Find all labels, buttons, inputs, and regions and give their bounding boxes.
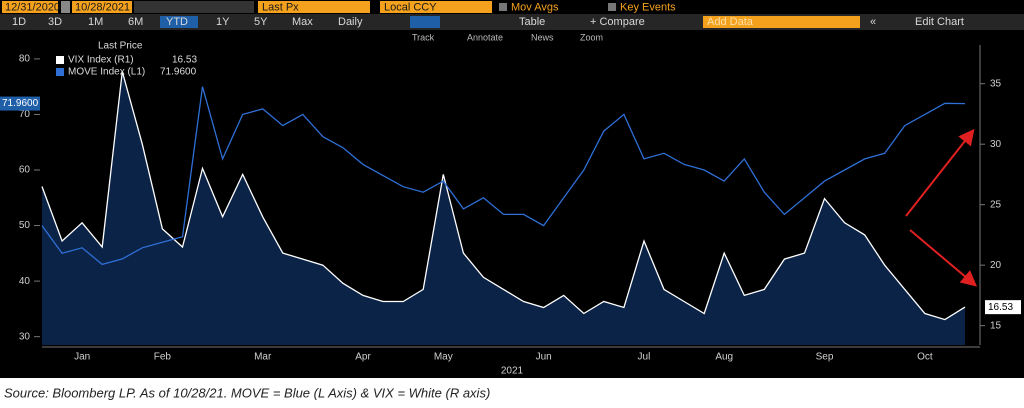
line <box>41 86 966 266</box>
y2-tick-label: 20 <box>990 260 1002 271</box>
table[interactable]: Table <box>519 16 545 28</box>
y-tick-label: 50 <box>19 220 31 231</box>
x-tick-label: Jun <box>536 352 552 363</box>
arrow <box>905 128 975 217</box>
legend-value: 71.9600 <box>160 67 197 78</box>
last-value: 16.53 <box>988 302 1013 313</box>
y2-tick-label: 25 <box>990 199 1002 210</box>
range-button[interactable]: 1M <box>88 16 103 28</box>
start-date[interactable]: 12/31/2020 <box>5 1 60 13</box>
range-active[interactable] <box>160 16 198 28</box>
chart-tool[interactable]: Annotate <box>467 32 503 42</box>
y2-tick-label: 30 <box>990 139 1002 150</box>
start-date-box[interactable] <box>2 1 58 13</box>
checkbox[interactable] <box>608 3 616 11</box>
currency[interactable]: Local CCY <box>384 1 437 13</box>
y-tick-label: 70 <box>19 109 31 120</box>
end-date-box[interactable] <box>72 1 132 13</box>
last-value-box <box>985 300 1021 315</box>
key-events[interactable]: Key Events <box>620 1 676 13</box>
y2-tick-label: 15 <box>990 320 1002 331</box>
edit-chart[interactable]: Edit Chart <box>915 16 964 28</box>
currency-box[interactable] <box>380 1 492 13</box>
source: Source: Bloomberg LP. As of 10/28/21. MO… <box>4 385 490 400</box>
add-data-box[interactable] <box>703 16 860 28</box>
legend-label: VIX Index (R1) <box>68 55 134 66</box>
arrow <box>909 229 978 287</box>
y-tick-label: 30 <box>19 331 31 342</box>
x-tick-label: Mar <box>254 352 272 363</box>
y2-tick-label: 35 <box>990 78 1002 89</box>
range-button[interactable]: 1D <box>12 16 26 28</box>
checkbox[interactable] <box>499 3 507 11</box>
legend-title: Last Price <box>98 41 143 52</box>
compare[interactable]: + Compare <box>590 16 645 28</box>
chart-tool[interactable]: News <box>531 32 554 42</box>
field[interactable]: Last Px <box>262 1 299 13</box>
legend-swatch <box>56 68 64 76</box>
chart-tool[interactable]: Zoom <box>580 32 603 42</box>
chart-tool[interactable]: Track <box>412 32 435 42</box>
last-value-box <box>0 96 40 111</box>
range-button[interactable]: 6M <box>128 16 143 28</box>
x-tick-label: Feb <box>154 352 172 363</box>
field-box[interactable] <box>258 1 370 13</box>
area <box>42 71 965 345</box>
legend-swatch <box>56 56 64 64</box>
range-button[interactable]: 3D <box>48 16 62 28</box>
legend-label: MOVE Index (L1) <box>68 67 145 78</box>
range-button[interactable]: Max <box>292 16 313 28</box>
period[interactable]: Daily <box>338 16 363 28</box>
range-button[interactable]: YTD <box>166 16 188 28</box>
y-tick-label: 40 <box>19 276 31 287</box>
chart-type-btn[interactable] <box>410 16 440 28</box>
x-tick-label: Apr <box>355 352 371 363</box>
last-value: 71.9600 <box>2 98 39 109</box>
mov-avgs[interactable]: Mov Avgs <box>511 1 559 13</box>
x-tick-label: Jan <box>74 352 90 363</box>
date-sep <box>61 1 70 13</box>
add-data[interactable]: Add Data <box>707 16 754 28</box>
range-button[interactable]: 1Y <box>216 16 230 28</box>
line <box>41 71 966 321</box>
collapse[interactable]: « <box>870 16 876 28</box>
range-button[interactable]: 5Y <box>254 16 268 28</box>
x-tick-label: Jul <box>638 352 651 363</box>
x-axis-label: 2021 <box>501 366 524 377</box>
y-tick-label: 80 <box>19 54 31 65</box>
x-tick-label: Oct <box>917 352 933 363</box>
blank-field <box>134 1 254 13</box>
x-tick-label: Aug <box>715 352 733 363</box>
y-tick-label: 60 <box>19 165 31 176</box>
x-tick-label: May <box>434 352 453 363</box>
end-date[interactable]: 10/28/2021 <box>75 1 130 13</box>
legend-value: 16.53 <box>172 55 197 66</box>
x-tick-label: Sep <box>816 352 834 363</box>
